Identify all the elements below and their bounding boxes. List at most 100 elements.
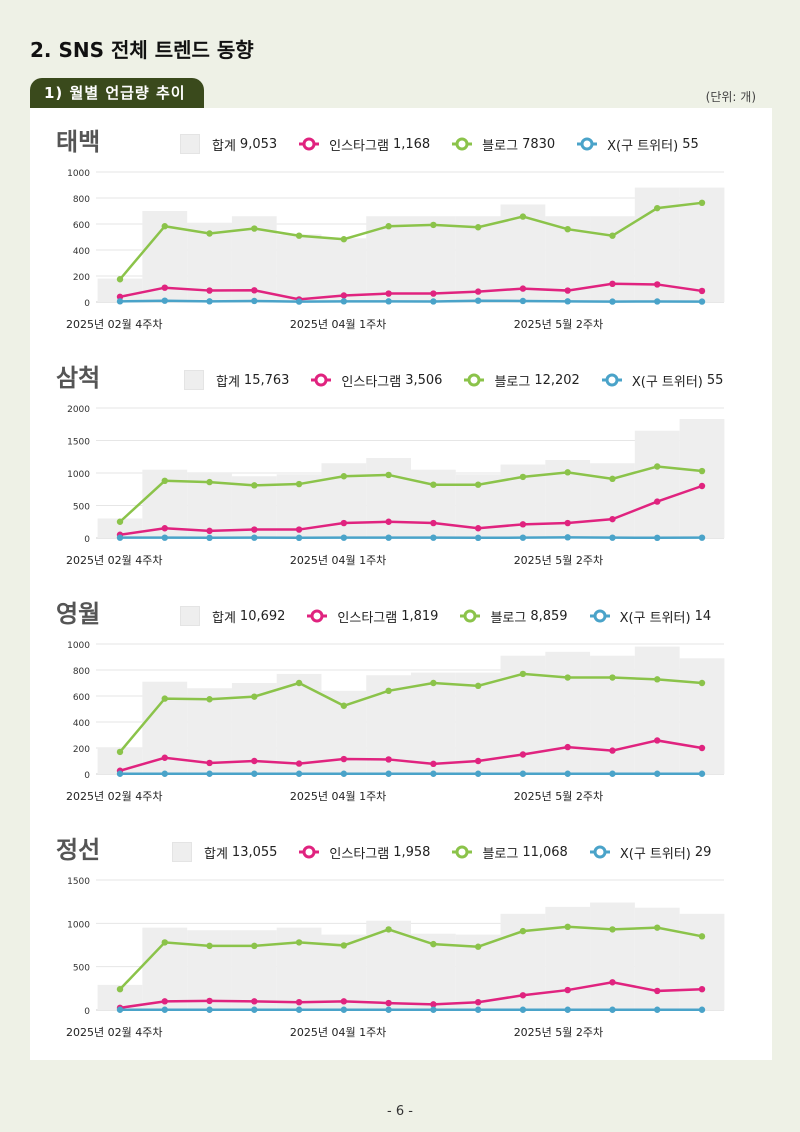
twitter-point [609,534,616,541]
twitter-point [385,770,392,777]
legend-label: 인스타그램 [337,610,398,626]
instagram-point [206,759,213,767]
instagram-point [430,760,437,768]
blog-point [206,942,213,950]
twitter-point [474,770,482,777]
blog-line [119,925,703,991]
legend-value: 29 [694,844,712,860]
x-tick-label: 2025년 5월 2주차 [514,554,603,567]
total-bar [231,930,277,1010]
instagram-line [119,282,703,301]
x-tick-label: 2025년 5월 2주차 [514,318,603,331]
x-tick-label: 2025년 02월 4주차 [66,318,162,331]
blog-line [119,465,703,523]
blog-point [340,236,348,243]
legend-value: 55 [706,372,724,388]
total-bar [545,651,591,774]
total-bar [679,419,725,538]
blog-point [161,939,168,946]
blog-point [654,924,661,931]
blog-point [519,213,527,220]
instagram-point [564,519,571,527]
y-tick-label: 0 [84,535,90,545]
legend-label: 인스타그램 [329,138,389,154]
blog-point [206,478,213,486]
legend-value: 10,692 [239,608,286,624]
region-name: 삼척 [56,364,101,392]
twitter-point [251,1006,258,1013]
twitter-point [654,1006,661,1013]
instagram-point [161,284,168,291]
blog-point [116,518,124,525]
instagram-point [698,986,706,993]
legend-value: 11,068 [522,844,568,860]
legend-item-blog: 블로그 12,202 [464,371,580,390]
legend-value: 15,763 [243,372,290,388]
instagram-point [519,751,527,758]
y-tick-label: 800 [73,195,90,205]
legend-label: 블로그 [490,610,527,626]
y-tick-label: 400 [73,719,90,729]
instagram-point [519,521,527,528]
chart-block-yeongwol: 영월 합계 10,692 인스타그램 1,819 블로그 8,859 X(구 트… [30,594,772,816]
twitter-point [385,534,392,541]
twitter-swatch [601,373,622,387]
twitter-swatch [589,845,610,859]
legend-item-twitter: X(구 트위터) 55 [577,135,699,154]
blog-point [519,473,527,481]
twitter-point [340,1006,348,1013]
blog-point [385,687,392,694]
twitter-point [609,298,616,305]
instagram-point [698,287,706,295]
legend-label: X(구 트위터) [619,610,691,626]
total-bar [590,655,635,774]
instagram-point [564,287,571,294]
total-bar [97,278,143,302]
blog-point [385,926,392,933]
blog-point [609,232,616,239]
region-name: 정선 [56,836,101,864]
blog-point [161,223,168,230]
instagram-point [519,285,527,292]
instagram-point [654,281,661,288]
x-tick-label: 2025년 02월 4주차 [66,554,162,567]
twitter-point [609,1006,616,1013]
legend-value: 1,168 [392,136,431,152]
blog-point [251,693,258,700]
legend: 합계 10,692 인스타그램 1,819 블로그 8,859 X(구 트위터)… [180,604,711,628]
instagram-point [430,519,437,527]
twitter-point [295,770,303,777]
twitter-point [206,534,213,542]
blog-point [564,226,571,233]
twitter-point [430,534,437,541]
instagram-line [119,484,703,536]
blog-point [385,471,392,479]
blog-point [161,477,168,484]
total-bar [411,672,456,774]
instagram-point [474,525,482,532]
instagram-point [161,998,168,1005]
line-chart-samcheok: 0 500 1000 1500 2000 2025년 02월 4주차 2025년 04월 1… [66,405,725,567]
blog-point [251,482,258,489]
x-tick-label: 2025년 04월 1주차 [290,1026,386,1039]
instagram-point [295,526,303,533]
x-tick-label: 2025년 02월 4주차 [66,790,162,803]
twitter-point [474,297,482,304]
blog-point [698,679,706,687]
twitter-point [474,1006,482,1013]
legend-value: 13,055 [231,844,278,860]
twitter-point [206,298,213,305]
blog-point [430,221,437,229]
instagram-point [295,999,303,1006]
y-tick-label: 500 [73,964,90,974]
y-tick-label: 1000 [67,169,90,179]
instagram-line [119,980,703,1010]
blog-point [519,670,527,678]
instagram-point [654,737,661,744]
instagram-point [340,292,348,299]
total-bar [634,430,680,538]
y-tick-label: 1000 [67,920,90,930]
legend-item-instagram: 인스타그램 1,819 [307,607,438,626]
twitter-point [385,298,392,305]
blog-point [474,682,482,690]
